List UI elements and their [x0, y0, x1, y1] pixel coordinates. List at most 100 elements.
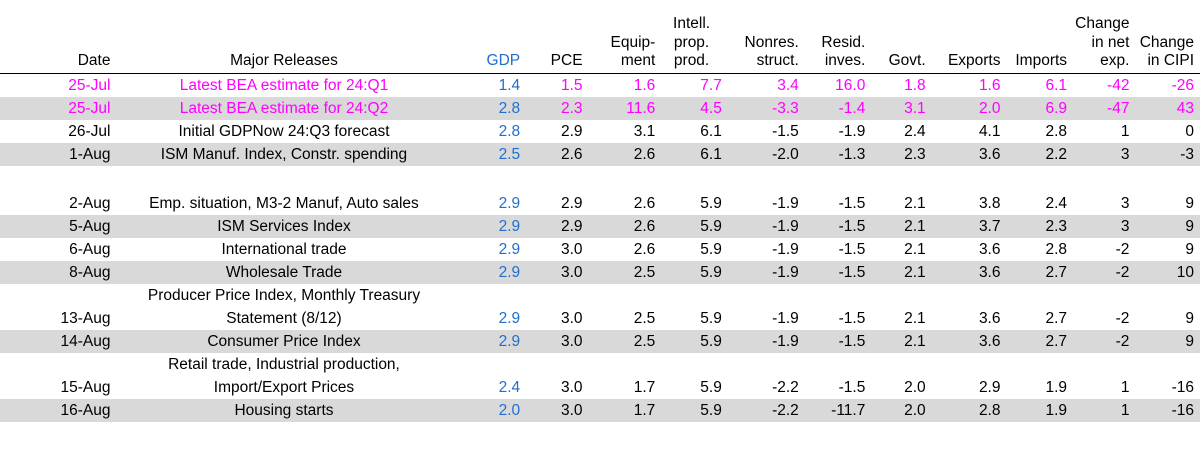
cell-intell: 6.1	[661, 142, 728, 166]
cell-imports: 1.9	[1006, 398, 1074, 422]
header-line: Resid.	[821, 33, 866, 51]
header-line: Change	[1075, 15, 1130, 32]
cell-date: 25-Jul	[68, 76, 111, 94]
cell-nonres: -2.0	[727, 142, 805, 166]
header-line: inves.	[824, 52, 866, 69]
cell-exports: 4.1	[978, 122, 1001, 140]
cell-pce: 1.5	[560, 76, 583, 94]
header-line: Change	[1139, 33, 1194, 51]
header-row: Date Major Releases GDP PCE Equip-ment I…	[0, 0, 1200, 73]
release-line: International trade	[221, 240, 347, 258]
cell-imports: 1.9	[1045, 378, 1068, 396]
cell-resid: -1.5	[838, 240, 866, 258]
cell-imports: 2.8	[1045, 122, 1068, 140]
cell-resid: -11.7	[804, 398, 872, 422]
cell-imports: 2.3	[1006, 214, 1074, 238]
cell-gdp: 2.8	[457, 96, 527, 120]
cell-equip: 1.7	[633, 378, 656, 396]
cell-release: ISM Services Index	[116, 214, 458, 238]
cell-imports: 2.7	[1045, 309, 1068, 327]
header-line: Nonres.	[744, 33, 799, 51]
cell-gdp: 2.9	[457, 214, 527, 238]
cell-cipi: 0	[1185, 122, 1194, 140]
header-line: Intell.	[673, 15, 711, 32]
release-line: Import/Export Prices	[213, 378, 355, 396]
spacer-cell	[0, 166, 1200, 192]
release-line: Wholesale Trade	[225, 263, 343, 281]
cell-release: International trade	[116, 238, 457, 261]
cell-cipi: 9	[1185, 240, 1194, 258]
cell-pce: 3.0	[526, 329, 589, 353]
cell-exports: 3.7	[931, 214, 1007, 238]
cell-date: 6-Aug	[69, 240, 111, 258]
table-row: 16-Aug Housing starts 2.0 3.0 1.7 5.9 -2.2 -11.…	[0, 398, 1200, 422]
cell-resid: -1.5	[804, 214, 872, 238]
cell-netexp: 1	[1120, 122, 1130, 140]
cell-netexp: -42	[1107, 76, 1130, 94]
table-row: 13-Aug Producer Price Index, Monthly Trea…	[0, 284, 1200, 330]
cell-cipi: 10	[1135, 260, 1200, 284]
cell-equip: 2.5	[588, 329, 662, 353]
cell-cipi: -26	[1171, 76, 1194, 94]
cell-govt: 2.0	[904, 378, 926, 396]
cell-resid: -1.5	[804, 329, 872, 353]
cell-intell: 5.9	[700, 194, 722, 212]
cell-nonres: -1.9	[727, 214, 805, 238]
cell-nonres: -3.3	[727, 96, 805, 120]
cell-release: Wholesale Trade	[116, 260, 458, 284]
cell-pce: 2.9	[560, 194, 583, 212]
cell-netexp: -2	[1073, 260, 1136, 284]
table-row: 14-Aug Consumer Price Index 2.9 3.0 2.5 5.9 -1…	[0, 329, 1200, 353]
cell-exports: 3.6	[931, 329, 1007, 353]
cell-exports: 3.8	[978, 194, 1001, 212]
table-row: 25-Jul Latest BEA estimate for 24:Q1 1.4 1.…	[0, 73, 1200, 97]
cell-imports: 2.4	[1045, 194, 1068, 212]
table-body: 25-Jul Latest BEA estimate for 24:Q1 1.4 1.…	[0, 73, 1200, 422]
cell-nonres: -1.9	[772, 194, 799, 212]
col-header-resid: Resid. inves.	[805, 0, 872, 73]
cell-date: 1-Aug	[0, 142, 117, 166]
cell-equip: 3.1	[633, 122, 656, 140]
header-line: exp.	[1100, 52, 1130, 69]
cell-release: Latest BEA estimate for 24:Q2	[116, 96, 458, 120]
cell-exports: 3.6	[978, 309, 1001, 327]
cell-nonres: -1.9	[727, 329, 805, 353]
cell-gdp: 2.9	[498, 194, 521, 212]
release-line: ISM Manuf. Index, Constr. spending	[160, 145, 408, 163]
col-header-release: Major Releases	[230, 52, 338, 69]
cell-release: Housing starts	[116, 398, 458, 422]
cell-pce: 2.9	[526, 214, 589, 238]
cell-imports: 2.8	[1045, 240, 1068, 258]
cell-nonres: -1.9	[772, 240, 799, 258]
cell-netexp: 1	[1120, 378, 1130, 396]
table-row: 2-Aug Emp. situation, M3-2 Manuf, Auto sa…	[0, 192, 1200, 215]
cell-resid: -1.5	[838, 194, 866, 212]
cell-date: 14-Aug	[0, 329, 117, 353]
cell-date: 26-Jul	[68, 122, 111, 140]
table-row: 26-Jul Initial GDPNow 24:Q3 forecast 2.8 2.…	[0, 120, 1200, 143]
cell-govt: 3.1	[871, 96, 932, 120]
cell-pce: 2.3	[526, 96, 589, 120]
cell-pce: 2.9	[560, 122, 583, 140]
cell-imports: 6.1	[1045, 76, 1068, 94]
cell-equip: 2.6	[588, 214, 662, 238]
cell-nonres: -1.9	[772, 309, 799, 327]
cell-pce: 2.6	[526, 142, 589, 166]
col-header-intell: Intell. prop. prod.	[661, 0, 728, 73]
cell-govt: 1.8	[904, 76, 926, 94]
cell-nonres: -1.5	[772, 122, 799, 140]
release-line: Retail trade, Industrial production,	[168, 355, 400, 373]
release-line: Consumer Price Index	[207, 332, 361, 350]
cell-netexp: -2	[1115, 309, 1130, 327]
cell-exports: 3.6	[978, 240, 1001, 258]
cell-exports: 3.6	[931, 260, 1007, 284]
table-row: 1-Aug ISM Manuf. Index, Constr. spending 2…	[0, 142, 1200, 166]
cell-govt: 2.1	[871, 260, 932, 284]
col-header-nonres: Nonres. struct.	[728, 0, 805, 73]
cell-resid: -1.4	[804, 96, 872, 120]
cell-equip: 1.6	[633, 76, 656, 94]
cell-resid: -1.5	[838, 378, 866, 396]
cell-govt: 2.3	[871, 142, 932, 166]
cell-pce: 3.0	[526, 398, 589, 422]
cell-imports: 6.9	[1006, 96, 1074, 120]
